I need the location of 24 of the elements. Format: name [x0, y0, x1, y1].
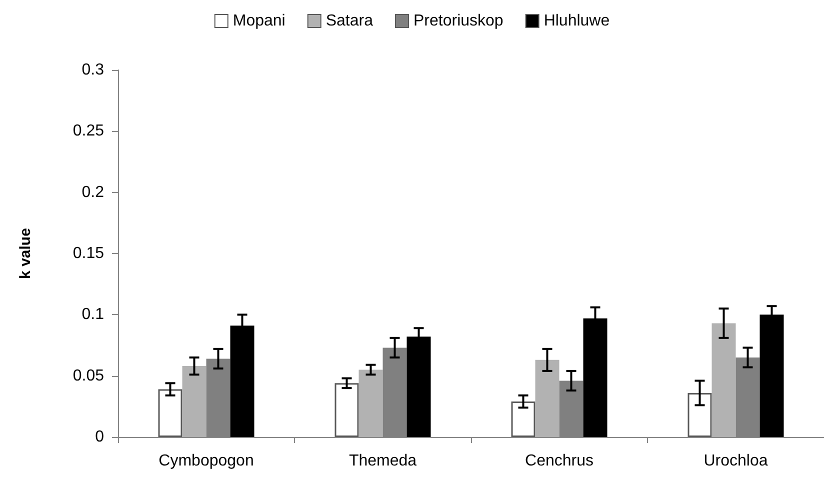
- legend-label: Hluhluwe: [544, 12, 610, 30]
- x-tick-label: Cymbopogon: [158, 452, 254, 470]
- y-tick-label: 0: [95, 428, 104, 446]
- bar: [535, 360, 560, 437]
- legend-label: Pretoriuskop: [413, 12, 504, 30]
- y-axis-title: k value: [17, 228, 34, 279]
- y-tick-label: 0.3: [82, 62, 104, 78]
- bar: [158, 389, 182, 437]
- x-tick-label: Cenchrus: [525, 452, 594, 470]
- bar: [688, 392, 712, 437]
- bar: [358, 370, 383, 437]
- y-tick-label: 0.05: [72, 367, 104, 384]
- legend-label: Mopani: [232, 12, 286, 30]
- legend-label: Satara: [326, 12, 374, 30]
- y-tick-label: 0.25: [72, 122, 104, 140]
- x-tick-label: Themeda: [348, 452, 417, 470]
- bar: [511, 402, 536, 437]
- y-tick-label: 0.15: [72, 245, 104, 262]
- y-tick-label: 0.1: [82, 306, 104, 324]
- bar: [712, 323, 736, 437]
- x-tick-label: Urochloa: [704, 452, 768, 470]
- bar: [182, 366, 206, 437]
- bar: [334, 383, 359, 437]
- y-tick-label: 0.2: [82, 184, 104, 201]
